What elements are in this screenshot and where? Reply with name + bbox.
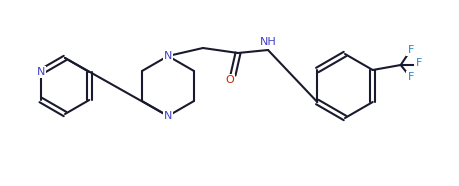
Text: N: N xyxy=(163,111,172,121)
Text: NH: NH xyxy=(259,37,276,47)
Text: O: O xyxy=(225,75,234,85)
Text: N: N xyxy=(163,51,172,61)
Text: F: F xyxy=(407,72,413,82)
Text: F: F xyxy=(414,58,421,68)
Text: N: N xyxy=(36,67,45,77)
Text: F: F xyxy=(407,45,413,55)
